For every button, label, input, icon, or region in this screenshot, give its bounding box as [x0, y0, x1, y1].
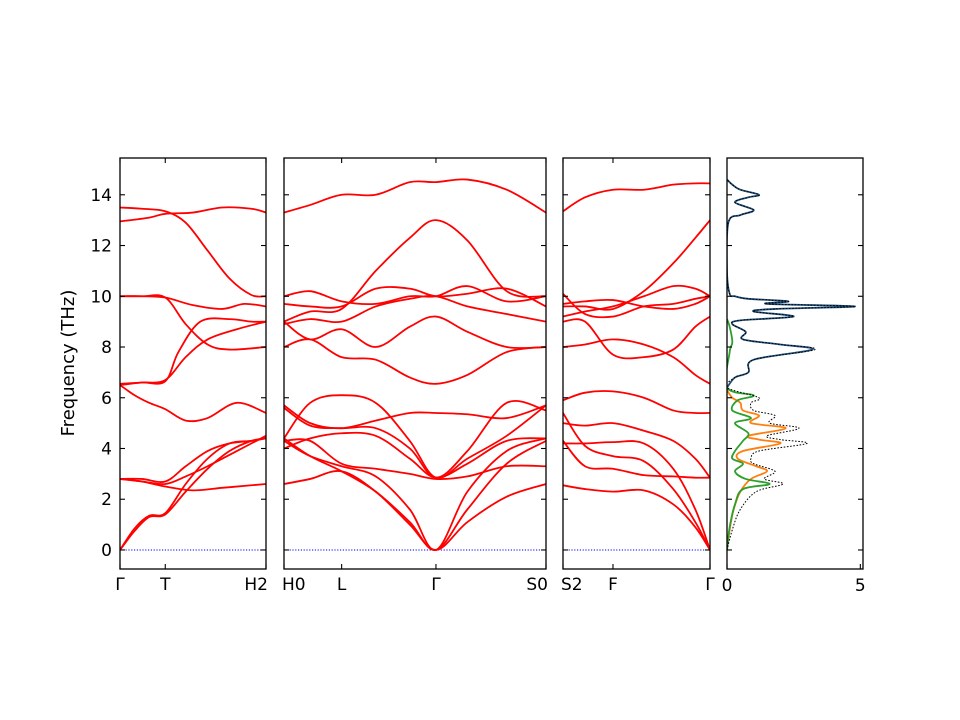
- band-branch-1: [120, 437, 266, 551]
- dos-x-tick-label: 0: [722, 576, 733, 596]
- band-branch-2: [563, 412, 710, 551]
- dos-total-curve: [727, 179, 856, 551]
- x-tick-label: S0: [526, 575, 548, 595]
- band-branch-10: [563, 295, 710, 310]
- y-axis-label: Frequency (THz): [58, 290, 79, 437]
- y-tick-label: 14: [90, 186, 112, 206]
- y-tick-label: 4: [101, 439, 112, 459]
- band-branch-11: [120, 206, 266, 223]
- band-branch-13: [284, 286, 546, 309]
- band-branch-10: [284, 315, 546, 350]
- x-tick-label: F: [608, 575, 618, 595]
- band-branch-5: [120, 437, 266, 483]
- band-branch-3: [284, 437, 546, 551]
- band-branch-6: [284, 438, 546, 480]
- band-branch-2: [120, 437, 266, 551]
- band-branch-5: [563, 422, 710, 479]
- band-branch-11: [284, 294, 546, 326]
- dos-x-tick-label: 5: [855, 576, 866, 596]
- band-branch-13: [563, 182, 710, 213]
- dos-partial-curve-3: [727, 318, 771, 551]
- band-branch-8: [120, 317, 266, 386]
- band-branch-1: [563, 484, 710, 551]
- band-branch-1: [284, 470, 546, 551]
- band-branch-8: [563, 315, 710, 360]
- band-branch-5: [284, 400, 546, 479]
- panel-frame: [562, 157, 711, 570]
- band-branch-14: [284, 219, 546, 323]
- panel-frame: [119, 157, 267, 570]
- x-tick-label: Γ: [431, 575, 441, 595]
- band-panel-1: Γ T H2 0 2 4 6 8 10 12 14: [90, 157, 268, 595]
- band-branch-12: [284, 285, 546, 306]
- band-branch-4: [563, 439, 710, 479]
- band-branch-12: [563, 219, 710, 311]
- x-tick-label: H2: [244, 575, 268, 595]
- band-lines: [563, 182, 710, 551]
- y-tick-label: 0: [101, 541, 112, 561]
- band-branch-11: [563, 284, 710, 318]
- x-tick-label: T: [159, 575, 171, 595]
- band-branch-15: [284, 178, 546, 214]
- dos-lines: [727, 178, 856, 551]
- dos-partial-curve-1: [727, 178, 856, 389]
- band-branch-12: [120, 206, 266, 298]
- band-branch-4: [120, 434, 266, 486]
- band-branch-10: [120, 295, 266, 310]
- band-branch-7: [563, 338, 710, 385]
- x-tick-label: L: [337, 575, 347, 595]
- y-tick-label: 8: [101, 338, 112, 358]
- y-tick-label: 10: [90, 287, 112, 307]
- band-branch-4: [284, 431, 546, 479]
- dos-panel-frame: [726, 157, 864, 570]
- y-tick-label: 2: [101, 490, 112, 510]
- band-branch-8: [284, 404, 546, 430]
- band-branch-6: [120, 384, 266, 423]
- band-lines: [120, 206, 266, 551]
- band-lines: [284, 178, 546, 551]
- band-branch-2: [284, 437, 546, 551]
- band-branch-7: [284, 394, 546, 479]
- x-tick-label: S2: [561, 575, 583, 595]
- band-branch-9: [284, 338, 546, 385]
- y-tick-label: 12: [90, 237, 112, 257]
- band-panel-3: S2 F Γ: [561, 157, 715, 595]
- x-tick-label: H0: [282, 575, 306, 595]
- x-tick-label: Γ: [705, 575, 715, 595]
- band-panel-2: H0 L Γ S0: [282, 157, 548, 595]
- band-branch-6: [563, 390, 710, 415]
- panel-frame: [283, 157, 547, 570]
- band-branch-3: [563, 440, 710, 551]
- x-tick-label: Γ: [115, 575, 125, 595]
- y-tick-label: 6: [101, 389, 112, 409]
